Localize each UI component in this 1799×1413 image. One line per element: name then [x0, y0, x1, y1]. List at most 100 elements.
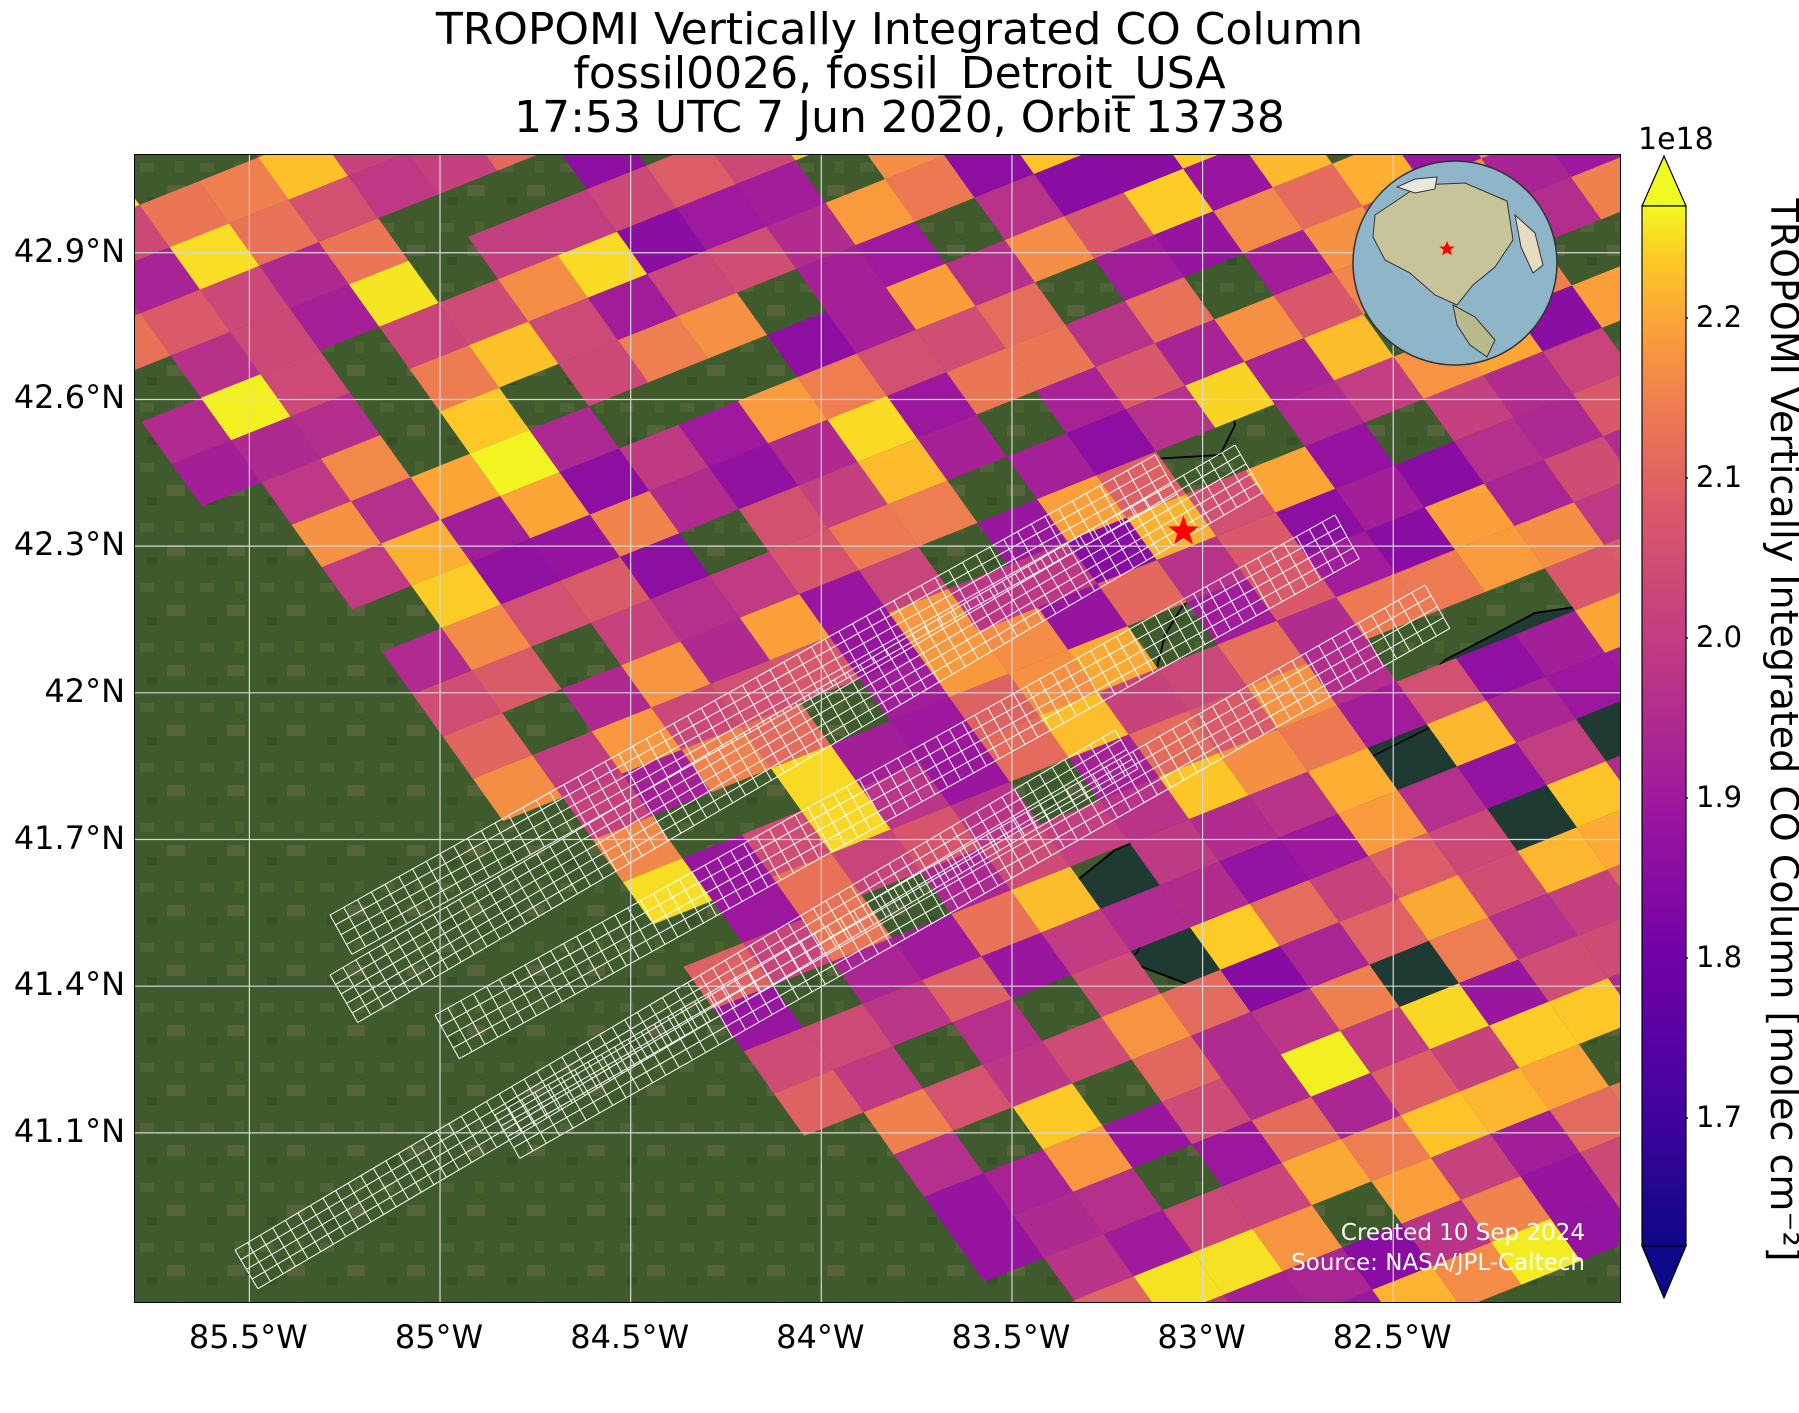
- footprint-line: [432, 914, 462, 963]
- co-pixel: [832, 937, 923, 1004]
- footprint-line: [420, 921, 449, 970]
- oco3-footprint-grid: [234, 444, 1451, 1290]
- co-pixel: [1458, 851, 1548, 918]
- footprint-line: [480, 830, 504, 871]
- lon-tick-label: 83.5°W: [951, 1318, 1071, 1356]
- footprint-line: [910, 750, 936, 795]
- footprint-line: [549, 792, 573, 832]
- footprint-line: [704, 864, 730, 909]
- co-pixel: [1008, 649, 1099, 716]
- footprint-line: [510, 868, 540, 917]
- co-pixel: [768, 419, 858, 486]
- footprint-line: [925, 841, 950, 881]
- colorbar-extend-bottom: [1641, 1245, 1687, 1300]
- co-pixel: [1401, 1200, 1492, 1267]
- footprint-line: [547, 1084, 574, 1129]
- co-pixel: [468, 321, 559, 388]
- footprint-line: [329, 974, 359, 1023]
- co-pixel: [1426, 700, 1517, 767]
- target-site-star: [1168, 515, 1199, 545]
- co-pixel: [1307, 747, 1398, 814]
- co-pixel: [735, 160, 826, 227]
- footprint-line: [1145, 743, 1172, 788]
- footprint-line: [872, 656, 902, 705]
- co-pixel: [618, 316, 708, 383]
- co-pixel: [677, 292, 768, 359]
- footprint-line: [1308, 529, 1335, 574]
- co-pixel: [438, 279, 529, 346]
- footprint-line: [484, 883, 514, 932]
- footprint-line: [1101, 737, 1126, 777]
- co-pixel: [1570, 157, 1620, 220]
- co-pixel: [1101, 993, 1191, 1060]
- footprint-line: [614, 1046, 640, 1091]
- footprint-line: [523, 1078, 548, 1119]
- footprint-line: [810, 646, 834, 687]
- footprint-line: [1244, 564, 1270, 609]
- co-pixel: [1484, 459, 1574, 526]
- co-pixel: [923, 1064, 1013, 1131]
- footprint-line: [769, 669, 793, 710]
- footprint-line: [645, 738, 669, 779]
- co-pixel: [1276, 597, 1367, 664]
- co-pixel: [619, 424, 709, 491]
- co-pixel: [1545, 652, 1620, 719]
- footprint-line: [1182, 475, 1212, 523]
- co-pixel: [1186, 470, 1276, 537]
- map-panel[interactable]: Created 10 Sep 2024 Source: NASA/JPL-Cal…: [134, 154, 1621, 1303]
- credit-line-1: Created 10 Sep 2024: [1341, 1220, 1585, 1246]
- co-pixel: [1273, 272, 1364, 339]
- co-pixel: [767, 311, 857, 378]
- footprint-line: [494, 822, 518, 863]
- footprint-line: [1321, 521, 1347, 567]
- co-pixel: [1603, 429, 1620, 460]
- co-pixel: [857, 438, 948, 505]
- co-pixel: [1190, 903, 1280, 970]
- co-pixel: [439, 387, 530, 454]
- footprint-line: [577, 776, 600, 817]
- footprint-line: [900, 856, 925, 896]
- footprint-line: [561, 1056, 586, 1096]
- footprint-line: [1076, 752, 1101, 792]
- co-pixel: [256, 155, 265, 158]
- co-pixel: [1183, 155, 1273, 212]
- co-pixel: [467, 213, 558, 280]
- footprint-line: [951, 826, 975, 866]
- footprint-line: [1079, 781, 1105, 826]
- co-pixel: [1513, 393, 1604, 460]
- footprint-line: [599, 1034, 623, 1074]
- co-pixel: [855, 221, 946, 288]
- co-pixel: [1365, 507, 1455, 574]
- co-pixel: [1193, 1228, 1283, 1295]
- co-pixel: [139, 181, 230, 248]
- footprint-line: [800, 915, 825, 955]
- co-pixel: [1282, 1247, 1373, 1302]
- footprint-line: [471, 891, 501, 940]
- co-pixel: [141, 397, 232, 464]
- co-pixel: [258, 155, 348, 200]
- co-pixel: [1069, 734, 1159, 801]
- footprint-line: [259, 1234, 284, 1275]
- footprint-line: [782, 709, 811, 758]
- footprint-line: [445, 906, 475, 955]
- co-pixel: [1341, 1115, 1431, 1182]
- footprint-line: [859, 664, 889, 713]
- footprint-line: [523, 861, 553, 910]
- footprint-line: [975, 554, 999, 595]
- footprint-line: [1144, 497, 1173, 546]
- footprint-line: [1014, 573, 1044, 622]
- footprint-line: [1077, 657, 1103, 702]
- footprint-line: [923, 743, 949, 788]
- footprint-line: [640, 900, 666, 945]
- title-line-2: fossil0026, fossil_Detroit_USA: [573, 48, 1226, 99]
- co-pixel: [946, 348, 1036, 415]
- footprint-line: [1231, 571, 1257, 617]
- co-pixel: [620, 533, 710, 600]
- map-canvas[interactable]: Created 10 Sep 2024 Source: NASA/JPL-Cal…: [135, 155, 1621, 1303]
- co-pixel: [1189, 795, 1279, 862]
- footprint-line: [1066, 543, 1096, 592]
- footprint-line: [948, 569, 972, 610]
- co-pixel: [1191, 1012, 1281, 1079]
- footprint-line: [234, 1249, 259, 1289]
- co-pixel: [1094, 234, 1185, 301]
